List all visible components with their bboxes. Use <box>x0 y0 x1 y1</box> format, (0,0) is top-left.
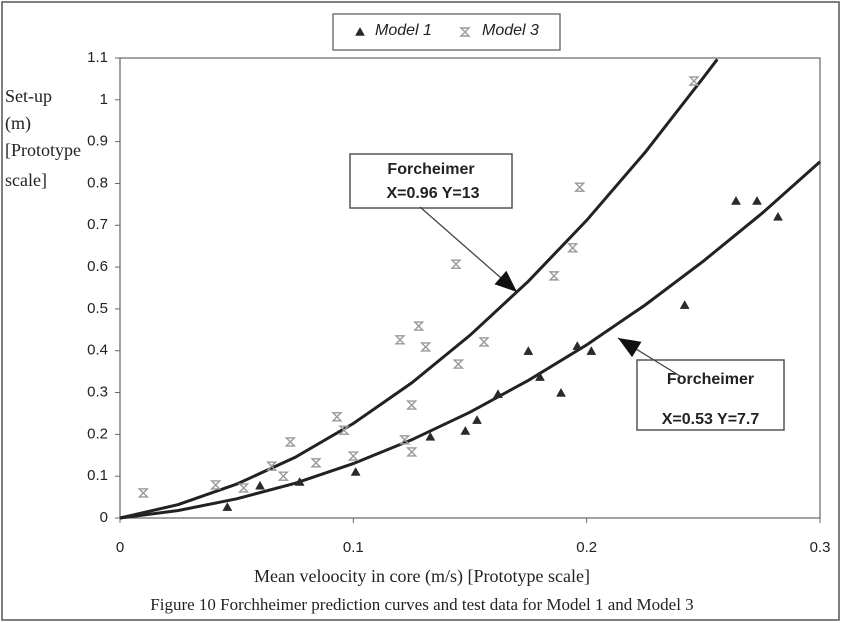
x-axis-label: Mean veloocity in core (m/s) [Prototype … <box>254 566 590 587</box>
arrow-head <box>618 338 642 358</box>
data-point <box>523 346 534 355</box>
data-point <box>255 480 265 490</box>
data-point <box>394 335 406 345</box>
prediction-curve <box>119 58 719 520</box>
y-tick-label: 1.1 <box>87 49 108 66</box>
prediction-curve <box>119 160 821 520</box>
data-point <box>419 342 432 352</box>
y-tick-label: 1 <box>100 91 108 108</box>
x-tick-label: 0.1 <box>343 539 364 556</box>
data-point <box>679 300 690 309</box>
data-point <box>331 412 343 422</box>
annotation-box <box>636 359 785 431</box>
data-point <box>277 471 290 481</box>
legend-label: Model 3 <box>482 22 539 39</box>
data-point <box>731 196 741 205</box>
annotation-text: X=0.53 Y=7.7 <box>662 411 760 428</box>
legend-marker <box>459 27 471 37</box>
data-point <box>452 359 465 369</box>
y-tick-label: 0.8 <box>87 174 108 191</box>
data-point <box>294 477 305 486</box>
data-point <box>412 321 425 331</box>
legend-marker <box>355 26 365 36</box>
y-axis-label: [Prototype <box>5 140 81 160</box>
legend <box>332 13 561 51</box>
annotation-text: Forcheimer <box>387 161 474 178</box>
data-point <box>265 461 278 471</box>
caption: Figure 10 Forchheimer prediction curves … <box>150 595 693 614</box>
data-point <box>405 447 418 457</box>
data-point <box>573 182 586 192</box>
legend-label: Model 1 <box>375 22 432 39</box>
y-tick-label: 0.7 <box>87 216 108 233</box>
data-point <box>586 346 597 355</box>
data-point <box>347 451 360 461</box>
y-tick-label: 0.2 <box>87 425 108 442</box>
data-point <box>405 400 418 410</box>
data-point <box>556 387 566 397</box>
data-point <box>209 480 222 490</box>
x-tick-label: 0.2 <box>576 539 597 556</box>
data-point <box>688 76 700 86</box>
data-point <box>493 389 503 398</box>
annotation-text: X=0.96 Y=13 <box>386 185 479 202</box>
data-point <box>566 243 579 253</box>
data-point <box>338 425 350 435</box>
y-axis-label: Set-up <box>5 86 52 106</box>
y-tick-label: 0.3 <box>87 384 108 401</box>
plot-frame <box>119 57 821 519</box>
data-point <box>450 259 462 269</box>
arrow-head <box>494 270 517 292</box>
data-point <box>237 483 250 493</box>
data-point <box>548 271 560 281</box>
y-tick-label: 0 <box>100 509 108 526</box>
data-point <box>137 488 150 498</box>
y-tick-label: 0.5 <box>87 300 108 317</box>
data-point <box>752 196 762 205</box>
annotation-box <box>349 153 513 209</box>
y-axis-label: scale] <box>5 170 47 190</box>
y-tick-label: 0.6 <box>87 258 108 275</box>
annotation-text: Forcheimer <box>667 371 754 388</box>
data-point <box>284 437 297 447</box>
y-tick-label: 0.4 <box>87 342 108 359</box>
data-point <box>773 211 783 221</box>
y-tick-label: 0.1 <box>87 467 108 484</box>
x-tick-label: 0 <box>116 539 124 556</box>
data-point <box>535 372 545 381</box>
data-point <box>472 415 482 424</box>
data-point <box>425 431 436 441</box>
data-point <box>398 435 411 445</box>
y-axis-label: (m) <box>5 113 31 134</box>
data-point <box>478 337 490 347</box>
y-tick-label: 0.9 <box>87 133 108 150</box>
data-point <box>460 426 471 435</box>
x-tick-label: 0.3 <box>810 539 831 556</box>
data-point <box>572 341 583 350</box>
data-point <box>222 502 233 511</box>
data-point <box>310 458 322 468</box>
data-point <box>350 466 361 476</box>
